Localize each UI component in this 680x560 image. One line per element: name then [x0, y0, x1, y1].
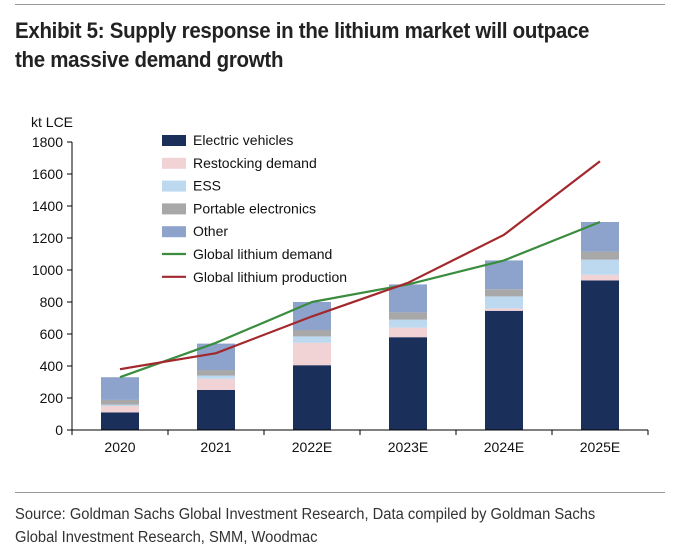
bar-segment-portable-electronics	[101, 399, 139, 405]
legend-swatch	[162, 135, 186, 146]
y-tick-label: 600	[40, 326, 64, 342]
top-rule	[15, 4, 665, 5]
bar-segment-electric-vehicles	[389, 337, 427, 430]
bar-segment-ess	[293, 336, 331, 343]
source-note: Source: Goldman Sachs Global Investment …	[15, 506, 596, 546]
x-tick-label: 2022E	[292, 439, 332, 455]
bar-segment-restocking-demand	[581, 274, 619, 281]
bar-segment-restocking-demand	[485, 308, 523, 311]
bar-segment-other	[389, 284, 427, 313]
legend-swatch	[162, 226, 186, 238]
y-tick-label: 1000	[32, 262, 63, 278]
line-global-lithium-production	[119, 160, 601, 371]
bar-segment-ess	[485, 296, 523, 309]
legend-label: ESS	[193, 178, 221, 194]
line-global-lithium-demand	[119, 220, 601, 379]
bar-segment-portable-electronics	[581, 251, 619, 260]
legend-label: Other	[193, 223, 228, 239]
legend-label: Global lithium production	[193, 269, 347, 285]
bar-segment-restocking-demand	[293, 342, 331, 366]
y-axis-unit-label: kt LCE	[31, 114, 73, 130]
y-tick-label: 0	[55, 422, 63, 438]
bar-segment-other	[485, 260, 523, 290]
bar-segment-restocking-demand	[101, 406, 139, 413]
y-tick-label: 1800	[32, 134, 63, 150]
bottom-rule	[15, 492, 665, 493]
legend-swatch	[162, 157, 186, 169]
x-tick-label: 2020	[104, 439, 135, 455]
y-tick-label: 1200	[32, 230, 63, 246]
bar-segment-restocking-demand	[197, 378, 235, 390]
x-tick-label: 2024E	[484, 439, 524, 455]
bar-segment-ess	[389, 319, 427, 328]
bar-segment-electric-vehicles	[485, 310, 523, 430]
chart-title: Exhibit 5: Supply response in the lithiu…	[15, 18, 590, 72]
bar-segment-portable-electronics	[293, 330, 331, 337]
y-tick-label: 200	[40, 390, 64, 406]
bar-segment-electric-vehicles	[197, 390, 235, 430]
bar-segment-ess	[101, 404, 139, 406]
legend-label: Global lithium demand	[193, 246, 332, 262]
legend-label: Restocking demand	[193, 155, 317, 171]
x-tick-label: 2021	[200, 439, 231, 455]
x-tick-label: 2023E	[388, 439, 428, 455]
legend-label: Portable electronics	[193, 200, 316, 216]
legend-swatch	[162, 180, 186, 192]
bar-segment-portable-electronics	[389, 312, 427, 320]
bar-segment-portable-electronics	[197, 370, 235, 376]
bar-segment-other	[101, 377, 139, 400]
bar-segment-ess	[197, 375, 235, 379]
legend-swatch	[162, 203, 186, 215]
bar-segment-electric-vehicles	[293, 365, 331, 430]
bar-segment-portable-electronics	[485, 289, 523, 297]
bar-segment-restocking-demand	[389, 327, 427, 338]
x-tick-label: 2025E	[580, 439, 620, 455]
y-tick-label: 1600	[32, 166, 63, 182]
bar-segment-electric-vehicles	[101, 412, 139, 430]
legend-label: Electric vehicles	[193, 132, 293, 148]
bar-segment-electric-vehicles	[581, 280, 619, 430]
y-tick-label: 800	[40, 294, 64, 310]
bar-segment-ess	[581, 259, 619, 275]
y-tick-label: 1400	[32, 198, 63, 214]
y-tick-label: 400	[40, 358, 64, 374]
